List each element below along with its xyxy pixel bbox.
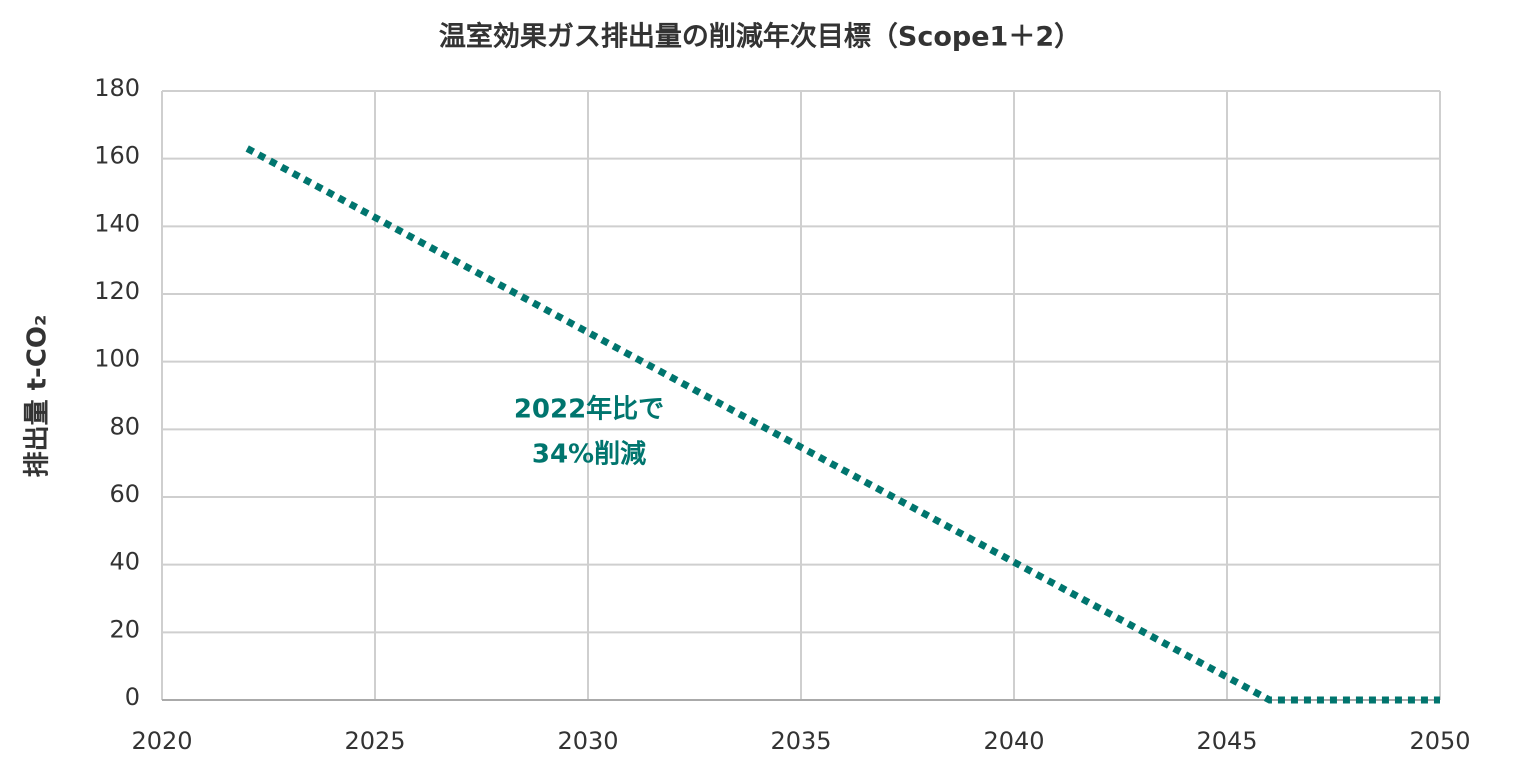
- x-tick-label: 2050: [1409, 727, 1470, 755]
- data-line: [245, 145, 1440, 704]
- y-tick-label: 180: [94, 74, 140, 102]
- annotation: 2022年比で: [514, 394, 664, 425]
- x-tick-label: 2045: [1196, 727, 1257, 755]
- chart-title: 温室効果ガス排出量の削減年次目標（Scope1＋2）: [439, 21, 1081, 53]
- y-tick-label: 80: [109, 412, 140, 440]
- y-tick-label: 20: [109, 615, 140, 643]
- y-tick-label: 0: [125, 683, 140, 711]
- x-tick-label: 2025: [344, 727, 405, 755]
- x-tick-label: 2040: [983, 727, 1044, 755]
- annotation: 34%削減: [532, 440, 646, 470]
- x-tick-label: 2035: [770, 727, 831, 755]
- x-tick-label: 2030: [557, 727, 618, 755]
- y-tick-label: 140: [94, 209, 140, 237]
- y-tick-label: 40: [109, 548, 140, 576]
- x-tick-label: 2020: [131, 727, 192, 755]
- y-tick-label: 100: [94, 345, 140, 373]
- y-tick-label: 120: [94, 277, 140, 305]
- y-axis-label: 排出量 t-CO₂: [23, 315, 53, 478]
- y-tick-label: 160: [94, 142, 140, 170]
- y-tick-label: 60: [109, 480, 140, 508]
